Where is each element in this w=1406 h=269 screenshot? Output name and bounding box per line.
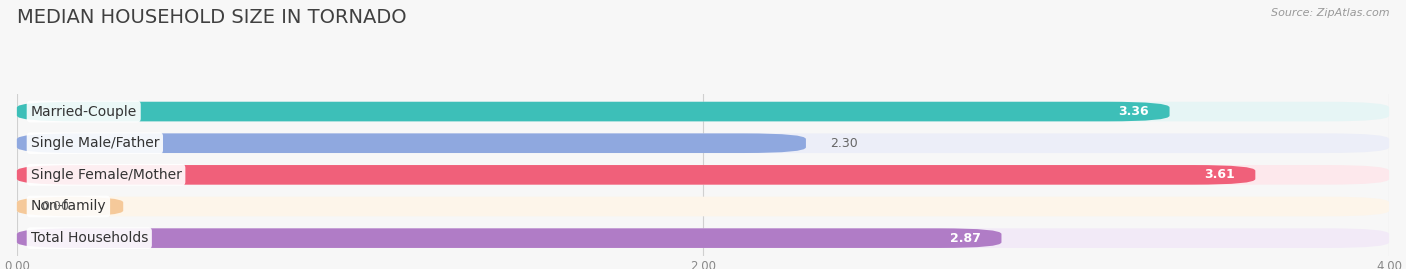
FancyBboxPatch shape: [17, 133, 806, 153]
Text: Non-family: Non-family: [31, 200, 107, 214]
Text: Source: ZipAtlas.com: Source: ZipAtlas.com: [1271, 8, 1389, 18]
Text: 0.00: 0.00: [41, 200, 69, 213]
Text: 2.87: 2.87: [950, 232, 981, 245]
Text: MEDIAN HOUSEHOLD SIZE IN TORNADO: MEDIAN HOUSEHOLD SIZE IN TORNADO: [17, 8, 406, 27]
FancyBboxPatch shape: [17, 165, 1389, 185]
Text: 3.36: 3.36: [1118, 105, 1149, 118]
Text: Married-Couple: Married-Couple: [31, 105, 136, 119]
FancyBboxPatch shape: [17, 228, 1389, 248]
FancyBboxPatch shape: [17, 228, 1001, 248]
Text: Total Households: Total Households: [31, 231, 148, 245]
Text: 2.30: 2.30: [830, 137, 858, 150]
FancyBboxPatch shape: [17, 197, 124, 216]
FancyBboxPatch shape: [17, 102, 1389, 121]
FancyBboxPatch shape: [17, 133, 1389, 153]
Text: Single Male/Father: Single Male/Father: [31, 136, 159, 150]
Text: 3.61: 3.61: [1204, 168, 1234, 181]
FancyBboxPatch shape: [17, 165, 1256, 185]
Text: Single Female/Mother: Single Female/Mother: [31, 168, 181, 182]
FancyBboxPatch shape: [17, 197, 1389, 216]
FancyBboxPatch shape: [17, 102, 1170, 121]
